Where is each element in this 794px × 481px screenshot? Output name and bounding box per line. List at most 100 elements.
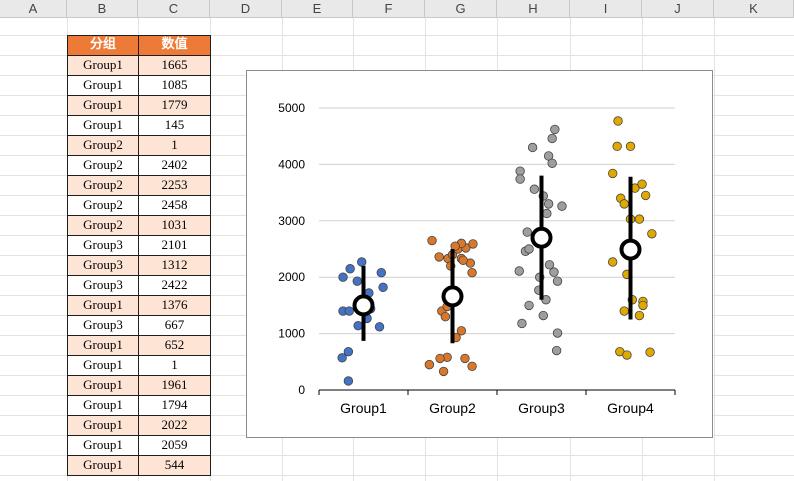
x-category-label: Group4 — [607, 400, 654, 416]
column-header-g[interactable]: G — [425, 0, 497, 18]
data-point — [434, 252, 444, 262]
data-point — [551, 345, 562, 356]
data-point — [529, 184, 540, 194]
y-tick-label: 5000 — [278, 101, 305, 115]
group-cell[interactable]: Group1 — [67, 335, 139, 356]
data-point — [467, 267, 477, 278]
group-cell[interactable]: Group1 — [67, 455, 139, 476]
data-point — [353, 321, 363, 331]
group-cell[interactable]: Group3 — [67, 315, 139, 336]
data-point — [547, 133, 557, 144]
data-point — [550, 124, 560, 135]
value-cell[interactable]: 2253 — [138, 175, 211, 196]
data-point — [344, 306, 354, 316]
data-point — [543, 199, 554, 209]
group-cell[interactable]: Group1 — [67, 375, 139, 396]
column-header-e[interactable]: E — [282, 0, 353, 18]
data-point — [374, 322, 385, 332]
data-point — [345, 264, 355, 274]
value-cell[interactable]: 2458 — [138, 195, 211, 216]
group-cell[interactable]: Group2 — [67, 215, 139, 236]
data-point — [343, 346, 354, 357]
header-cell-group[interactable]: 分组 — [67, 35, 139, 56]
group-cell[interactable]: Group1 — [67, 415, 139, 436]
data-point — [524, 300, 534, 311]
column-header-j[interactable]: J — [642, 0, 714, 18]
group-cell[interactable]: Group1 — [67, 95, 139, 116]
value-cell[interactable]: 1 — [138, 135, 211, 156]
value-cell[interactable]: 1085 — [138, 75, 211, 96]
value-cell[interactable]: 2422 — [138, 275, 211, 296]
column-header-h[interactable]: H — [497, 0, 570, 18]
value-cell[interactable]: 1312 — [138, 255, 211, 276]
group-cell[interactable]: Group3 — [67, 275, 139, 296]
data-point — [424, 359, 435, 370]
group-cell[interactable]: Group2 — [67, 175, 139, 196]
column-header-c[interactable]: C — [138, 0, 210, 18]
group-cell[interactable]: Group2 — [67, 135, 139, 156]
data-point — [376, 267, 387, 278]
column-header-b[interactable]: B — [67, 0, 138, 18]
group-cell[interactable]: Group1 — [67, 435, 139, 456]
group-cell[interactable]: Group3 — [67, 255, 139, 276]
value-cell[interactable]: 1031 — [138, 215, 211, 236]
column-header-d[interactable]: D — [210, 0, 282, 18]
scatter-chart[interactable]: 0 1000 2000 3000 4000 5000 Group1 Group2 Group3 G… — [246, 70, 713, 438]
data-point — [622, 350, 632, 360]
group-cell[interactable]: Group1 — [67, 295, 139, 316]
mean-marker — [619, 238, 642, 261]
data-point — [613, 116, 623, 126]
value-cell[interactable]: 667 — [138, 315, 211, 336]
group-cell[interactable]: Group2 — [67, 155, 139, 176]
column-header-k[interactable]: K — [714, 0, 794, 18]
header-cell-value[interactable]: 数值 — [138, 35, 211, 56]
value-cell[interactable]: 2101 — [138, 235, 211, 256]
value-cell[interactable]: 1961 — [138, 375, 211, 396]
data-point — [337, 353, 347, 363]
group-cell[interactable]: Group1 — [67, 395, 139, 416]
column-header-f[interactable]: F — [353, 0, 425, 18]
data-point — [440, 311, 451, 322]
data-point — [522, 227, 532, 237]
value-cell[interactable]: 2402 — [138, 155, 211, 176]
data-point — [456, 326, 467, 336]
group-cell[interactable]: Group3 — [67, 235, 139, 256]
data-point — [435, 353, 445, 364]
column-header-a[interactable]: A — [0, 0, 67, 18]
data-point — [343, 376, 354, 386]
data-point — [625, 141, 636, 152]
group-cell[interactable]: Group1 — [67, 115, 139, 136]
data-point — [460, 353, 470, 364]
data-point — [378, 282, 388, 293]
data-point — [515, 166, 525, 176]
x-category-label: Group2 — [429, 400, 476, 416]
group-cell[interactable]: Group1 — [67, 355, 139, 376]
data-point — [640, 190, 651, 201]
value-cell[interactable]: 652 — [138, 335, 211, 356]
value-cell[interactable]: 1376 — [138, 295, 211, 316]
group-cell[interactable]: Group1 — [67, 75, 139, 96]
value-cell[interactable]: 145 — [138, 115, 211, 136]
y-tick-label: 1000 — [278, 327, 305, 341]
group-cell[interactable]: Group2 — [67, 195, 139, 216]
data-point — [450, 241, 460, 251]
series-group2 — [424, 235, 478, 377]
value-cell[interactable]: 2022 — [138, 415, 211, 436]
chart-svg: 0 1000 2000 3000 4000 5000 Group1 Group2 Group3 G… — [278, 101, 676, 416]
data-point — [468, 239, 478, 249]
value-cell[interactable]: 1779 — [138, 95, 211, 116]
mean-marker — [530, 226, 553, 249]
series-group3 — [514, 124, 567, 356]
data-point — [634, 310, 645, 321]
value-cell[interactable]: 544 — [138, 455, 211, 476]
value-cell[interactable]: 1665 — [138, 55, 211, 76]
data-point — [608, 257, 618, 267]
group-cell[interactable]: Group1 — [67, 55, 139, 76]
column-header-i[interactable]: I — [570, 0, 642, 18]
value-cell[interactable]: 1 — [138, 355, 211, 376]
data-point — [427, 235, 437, 246]
mean-marker — [441, 285, 464, 308]
value-cell[interactable]: 1794 — [138, 395, 211, 416]
value-cell[interactable]: 2059 — [138, 435, 211, 456]
